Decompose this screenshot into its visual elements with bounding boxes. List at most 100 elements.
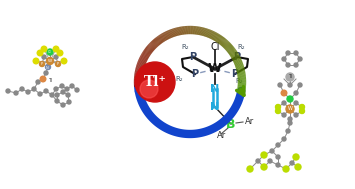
Circle shape <box>298 57 302 61</box>
Circle shape <box>20 87 24 91</box>
Circle shape <box>294 63 298 67</box>
Circle shape <box>56 62 60 66</box>
Circle shape <box>293 154 299 160</box>
Circle shape <box>300 108 305 114</box>
Circle shape <box>287 96 293 102</box>
Text: Cl: Cl <box>210 42 220 52</box>
Text: R₂: R₂ <box>181 44 189 50</box>
Circle shape <box>290 161 294 165</box>
Circle shape <box>57 50 63 56</box>
Circle shape <box>247 166 253 172</box>
Circle shape <box>282 91 286 95</box>
Circle shape <box>276 105 280 109</box>
Circle shape <box>294 113 298 117</box>
Circle shape <box>300 109 304 113</box>
Circle shape <box>300 105 305 109</box>
Circle shape <box>300 105 304 109</box>
Text: Ar: Ar <box>217 132 226 140</box>
Circle shape <box>278 83 282 87</box>
Circle shape <box>295 164 301 170</box>
Text: W: W <box>288 106 293 112</box>
Circle shape <box>270 149 274 153</box>
Circle shape <box>6 89 10 93</box>
Circle shape <box>298 83 302 87</box>
Circle shape <box>282 101 286 105</box>
Text: B: B <box>226 118 236 130</box>
Text: N: N <box>46 66 48 70</box>
Circle shape <box>286 105 294 113</box>
Circle shape <box>48 51 52 55</box>
Circle shape <box>294 91 298 95</box>
Circle shape <box>41 46 47 52</box>
Text: N: N <box>211 84 220 94</box>
Circle shape <box>286 51 290 55</box>
Text: W: W <box>208 63 222 75</box>
Circle shape <box>276 163 280 167</box>
Circle shape <box>47 57 54 64</box>
Circle shape <box>282 57 286 61</box>
Circle shape <box>65 87 69 91</box>
Circle shape <box>61 90 65 94</box>
Circle shape <box>283 166 289 172</box>
Circle shape <box>140 80 158 98</box>
Circle shape <box>294 101 298 105</box>
Text: N: N <box>211 102 220 112</box>
Circle shape <box>262 165 266 169</box>
Circle shape <box>53 46 59 52</box>
Text: P: P <box>57 62 59 66</box>
Circle shape <box>276 109 280 113</box>
Circle shape <box>48 59 52 63</box>
Text: Cl: Cl <box>48 50 52 54</box>
Circle shape <box>286 73 294 81</box>
Circle shape <box>61 58 67 64</box>
Text: Tl: Tl <box>288 74 292 80</box>
Circle shape <box>40 76 46 82</box>
Circle shape <box>282 113 286 117</box>
Circle shape <box>44 89 48 93</box>
Text: R₂: R₂ <box>237 44 245 50</box>
Circle shape <box>276 155 280 159</box>
Circle shape <box>288 121 292 125</box>
Circle shape <box>42 55 46 59</box>
Circle shape <box>41 77 45 81</box>
Circle shape <box>281 90 287 96</box>
Text: Tl⁺: Tl⁺ <box>144 75 166 89</box>
Circle shape <box>55 93 59 97</box>
Circle shape <box>286 63 290 67</box>
Text: P: P <box>231 69 239 79</box>
Text: P: P <box>41 62 43 66</box>
Text: P: P <box>234 52 241 62</box>
Circle shape <box>256 159 260 163</box>
Circle shape <box>261 164 267 170</box>
Circle shape <box>275 108 280 114</box>
Circle shape <box>135 62 175 102</box>
Circle shape <box>262 153 266 157</box>
Circle shape <box>294 51 298 55</box>
Circle shape <box>268 159 272 163</box>
Circle shape <box>248 167 252 171</box>
Circle shape <box>61 103 65 107</box>
Text: W: W <box>48 59 52 63</box>
Circle shape <box>54 55 58 59</box>
Circle shape <box>39 61 44 67</box>
Circle shape <box>276 143 280 147</box>
Circle shape <box>33 58 39 64</box>
Circle shape <box>46 65 50 69</box>
Circle shape <box>294 155 298 159</box>
Circle shape <box>45 64 50 70</box>
Circle shape <box>54 87 58 91</box>
Circle shape <box>50 93 54 97</box>
Text: Tl: Tl <box>48 78 52 84</box>
Circle shape <box>261 152 267 158</box>
Text: P: P <box>190 52 197 62</box>
Circle shape <box>14 91 18 95</box>
Circle shape <box>47 49 53 55</box>
Circle shape <box>40 62 44 66</box>
Circle shape <box>38 92 42 96</box>
Circle shape <box>70 84 74 88</box>
Circle shape <box>275 105 280 109</box>
Circle shape <box>60 84 64 88</box>
Text: Ar: Ar <box>245 116 254 125</box>
Circle shape <box>284 167 288 171</box>
Circle shape <box>32 87 36 91</box>
